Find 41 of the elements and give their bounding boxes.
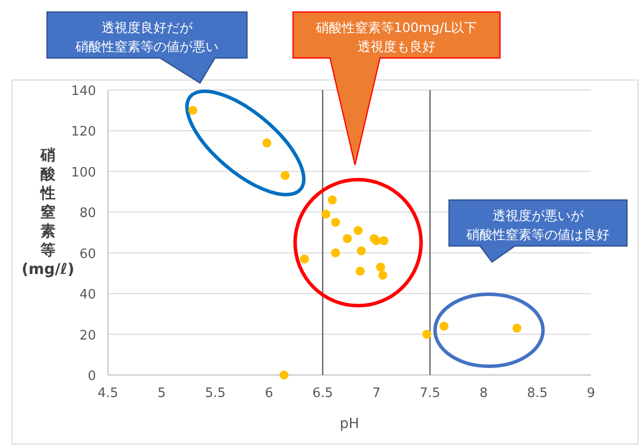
- point: [354, 226, 363, 235]
- x-tick-label: 8.5: [526, 386, 548, 401]
- x-tick-label: 9: [586, 386, 596, 401]
- x-axis-title: pH: [340, 416, 360, 432]
- point: [188, 106, 198, 115]
- point: [376, 262, 386, 272]
- x-tick-label: 5: [158, 386, 166, 401]
- point: [331, 248, 340, 258]
- x-tick-label: 6: [264, 386, 274, 401]
- x-tick-label: 7.5: [420, 386, 440, 401]
- point: [280, 370, 289, 380]
- x-tick-label: 4.5: [98, 386, 118, 401]
- x-tick-label: 7: [372, 386, 380, 401]
- x-tick-label: 6.5: [312, 386, 334, 401]
- point: [356, 266, 365, 276]
- y-tick-label: 100: [71, 165, 96, 180]
- point: [342, 234, 352, 244]
- point: [280, 171, 290, 180]
- y-tick-label: 20: [79, 328, 96, 344]
- text: 透視度良好だが硝酸性窒素等の値が悪い: [74, 20, 218, 55]
- point: [379, 236, 388, 246]
- y-tick-label: 80: [79, 206, 96, 222]
- y-tick-label: 120: [71, 124, 96, 140]
- x-tick-label: 5.5: [204, 386, 226, 401]
- point: [512, 324, 522, 333]
- point: [422, 330, 432, 339]
- text: 硝酸性窒素等100mg/L以下透視度も良好: [314, 20, 478, 55]
- point: [262, 138, 272, 148]
- point: [331, 218, 340, 227]
- point: [300, 254, 309, 264]
- point: [378, 270, 388, 280]
- y-tick-label: 140: [71, 84, 96, 99]
- y-tick-label: 60: [79, 246, 96, 262]
- point: [439, 322, 448, 331]
- point: [321, 210, 330, 219]
- x-tick-label: 8: [480, 386, 488, 401]
- y-tick-label: 0: [88, 369, 96, 384]
- y-tick-label: 40: [79, 288, 96, 303]
- point: [328, 195, 337, 204]
- annotation: 透視度が悪いが硝酸性窒素等の値は良好: [466, 208, 610, 243]
- point: [356, 246, 366, 256]
